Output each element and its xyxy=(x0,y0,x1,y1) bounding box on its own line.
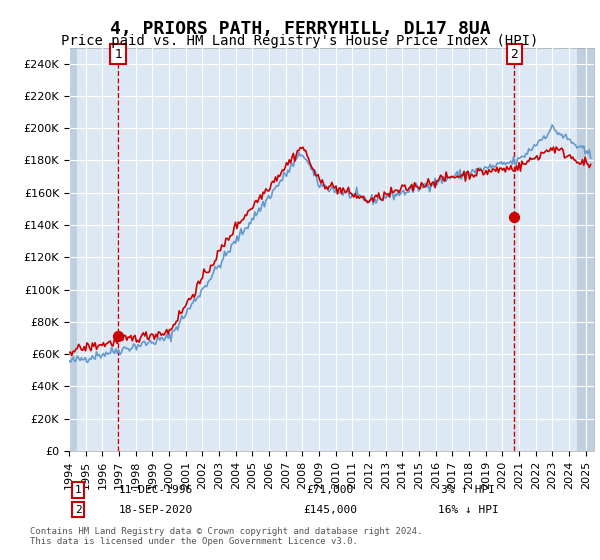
Text: 1: 1 xyxy=(114,48,122,60)
Bar xyxy=(577,48,594,451)
Bar xyxy=(69,48,77,451)
Point xyxy=(509,212,519,221)
Text: £145,000: £145,000 xyxy=(303,505,357,515)
Point xyxy=(113,332,123,341)
Text: 3% ↑ HPI: 3% ↑ HPI xyxy=(441,485,495,495)
Text: Price paid vs. HM Land Registry's House Price Index (HPI): Price paid vs. HM Land Registry's House … xyxy=(61,34,539,48)
Text: 11-DEC-1996: 11-DEC-1996 xyxy=(119,485,193,495)
Text: £71,000: £71,000 xyxy=(307,485,353,495)
Text: 2: 2 xyxy=(74,505,82,515)
Text: 18-SEP-2020: 18-SEP-2020 xyxy=(119,505,193,515)
Text: 4, PRIORS PATH, FERRYHILL, DL17 8UA: 4, PRIORS PATH, FERRYHILL, DL17 8UA xyxy=(110,20,490,38)
Text: 2: 2 xyxy=(511,48,518,60)
Text: Contains HM Land Registry data © Crown copyright and database right 2024.
This d: Contains HM Land Registry data © Crown c… xyxy=(30,526,422,546)
Text: 16% ↓ HPI: 16% ↓ HPI xyxy=(437,505,499,515)
Text: 1: 1 xyxy=(74,485,82,495)
